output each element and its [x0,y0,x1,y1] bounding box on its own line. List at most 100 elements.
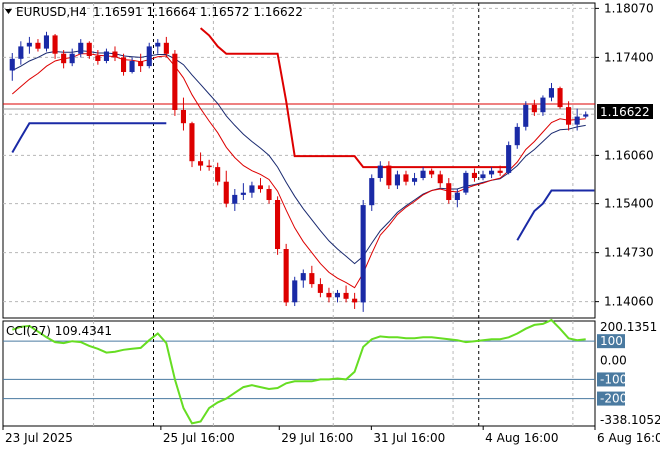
candle-body [334,292,340,298]
time-tick-label: 25 Jul 16:00 [163,431,235,445]
candle-body [52,35,58,54]
candle-body [471,172,477,178]
candle-body [497,170,503,173]
cci-level-tag [597,372,625,387]
lower-stop-line [11,122,595,241]
symbol-label: EURUSD,H4 [16,5,87,19]
candle-body [412,178,418,182]
candle-body [223,181,229,204]
candle-body [394,174,400,186]
candle-body [292,280,298,303]
current-price-tag [597,104,653,119]
candle-body [506,145,512,173]
candle-body [275,200,281,249]
main-grid [3,3,595,318]
candle-body [215,167,221,182]
candle-body [69,53,75,64]
cci-level-tag [597,391,625,406]
cci-tick-label: -338.1052 [600,413,660,427]
candle-body [403,174,409,182]
candle-body [232,194,238,204]
candle-body [360,205,366,303]
price-tick-label: 1.15400 [604,197,654,211]
candle-body [420,170,426,178]
candle-body [343,292,349,299]
candle-body [566,107,572,125]
candle-body [514,126,520,146]
candle-body [437,174,443,184]
candle-body [283,249,289,303]
cci-series-line [11,318,586,425]
time-tick-label: 6 Aug 16:00 [597,431,660,445]
candle-body [317,284,323,293]
cci-level-tag [597,334,625,349]
time-tick-label: 4 Aug 16:00 [485,431,558,445]
candle-body [352,298,358,303]
candle-body [146,46,152,67]
chart-menu-triangle-icon[interactable] [5,9,12,14]
candle-body [377,165,383,178]
cci-tick-label: 200.1351 [600,320,657,334]
candle-body [326,292,332,298]
candle-body [198,161,204,166]
candle-body [26,42,32,47]
candle-body [429,170,435,175]
candle-body [480,174,486,179]
candle-body [121,57,127,72]
current-price-label: 1.16622 [600,105,650,119]
candle-body [523,104,529,127]
candle-body [386,165,392,186]
candle-body [172,53,178,110]
candle-body [61,53,67,64]
candle-body [155,42,161,47]
candle-body [257,185,263,190]
candle-body [540,97,546,113]
candle-body [78,42,84,54]
candle-body [240,192,246,195]
candle-body [249,185,255,193]
candle-body [163,42,169,54]
cci-tick-label: -200 [600,392,627,406]
candle-body [138,61,144,67]
candle-body [86,42,92,56]
time-axis[interactable]: 23 Jul 2025 25 Jul 16:00 29 Jul 16:00 31 Ju… [2,426,660,445]
price-tick-label: 1.18070 [604,1,654,15]
candles-group [9,31,589,312]
candle-body [300,273,306,281]
candle-body [583,114,589,117]
candle-body [489,170,495,175]
cci-line-group [11,318,586,425]
candle-body [454,192,460,200]
upper-stop-line [199,27,509,169]
candle-body [180,110,186,124]
ohlc-values: 1.16591 1.16664 1.16572 1.16622 [93,5,303,19]
stop-levels [11,27,595,241]
price-tick-label: 1.14730 [604,246,654,260]
candle-body [103,51,109,61]
candle-body [35,42,41,49]
candle-body [18,46,24,59]
price-tick-label: 1.16060 [604,148,654,162]
candle-body [189,123,195,162]
time-tick-label: 29 Jul 16:00 [281,431,353,445]
candle-body [463,172,469,193]
time-tick-label: 23 Jul 2025 [5,431,73,445]
candle-body [206,165,212,168]
candle-body [574,116,580,125]
price-tick-label: 1.14060 [604,295,654,309]
candle-body [112,51,118,58]
candle-body [43,35,49,49]
price-axis: 1.18070 1.17400 1.16060 1.15400 1.14730 1.140… [595,1,654,309]
candle-body [266,189,272,200]
session-separators [153,3,480,426]
time-tick-label: 31 Jul 16:00 [373,431,445,445]
candle-body [531,104,537,113]
cci-title: CCI(27) 109.4341 [6,324,112,338]
cci-tick-label: 0.00 [600,353,627,367]
candle-body [129,61,135,72]
candle-body [95,55,101,61]
candle-body [309,273,315,285]
